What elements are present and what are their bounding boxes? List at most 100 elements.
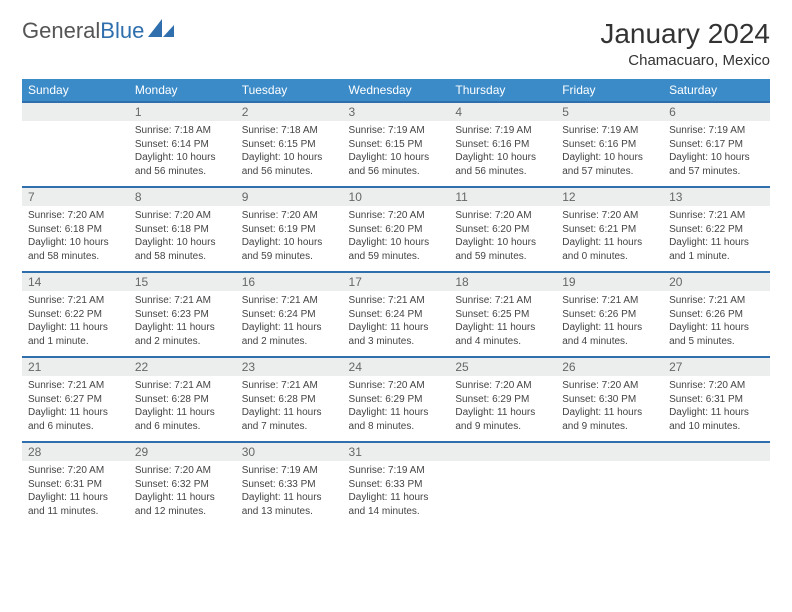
day-number: 12 (556, 187, 663, 206)
day-body-empty (556, 461, 663, 509)
day-number: 31 (343, 442, 450, 461)
sunset-text: Sunset: 6:28 PM (242, 393, 337, 407)
daylight-text-1: Daylight: 10 hours (242, 151, 337, 165)
day-number: 25 (449, 357, 556, 376)
daylight-text-1: Daylight: 11 hours (669, 406, 764, 420)
calendar-cell: 1Sunrise: 7:18 AMSunset: 6:14 PMDaylight… (129, 102, 236, 187)
day-body: Sunrise: 7:20 AMSunset: 6:29 PMDaylight:… (343, 376, 450, 441)
day-number: 2 (236, 102, 343, 121)
daylight-text-2: and 9 minutes. (455, 420, 550, 434)
daylight-text-1: Daylight: 10 hours (562, 151, 657, 165)
calendar-cell: 8Sunrise: 7:20 AMSunset: 6:18 PMDaylight… (129, 187, 236, 272)
brand-text: GeneralBlue (22, 18, 144, 44)
calendar-cell: 7 Sunrise: 7:20 AMSunset: 6:18 PMDaylight… (22, 187, 129, 272)
daylight-text-1: Daylight: 10 hours (135, 236, 230, 250)
sunrise-text: Sunrise: 7:21 AM (28, 294, 123, 308)
daylight-text-1: Daylight: 11 hours (242, 321, 337, 335)
day-body: Sunrise: 7:21 AMSunset: 6:24 PMDaylight:… (343, 291, 450, 356)
daylight-text-2: and 1 minute. (28, 335, 123, 349)
sunrise-text: Sunrise: 7:20 AM (28, 209, 123, 223)
sunset-text: Sunset: 6:16 PM (455, 138, 550, 152)
sunset-text: Sunset: 6:16 PM (562, 138, 657, 152)
calendar-cell: 28Sunrise: 7:20 AMSunset: 6:31 PMDayligh… (22, 442, 129, 527)
sunrise-text: Sunrise: 7:21 AM (242, 294, 337, 308)
calendar-cell: 29Sunrise: 7:20 AMSunset: 6:32 PMDayligh… (129, 442, 236, 527)
day-body: Sunrise: 7:20 AMSunset: 6:31 PMDaylight:… (22, 461, 129, 526)
sunset-text: Sunset: 6:29 PM (455, 393, 550, 407)
sunrise-text: Sunrise: 7:20 AM (349, 379, 444, 393)
daylight-text-2: and 57 minutes. (562, 165, 657, 179)
day-number: 11 (449, 187, 556, 206)
day-body: Sunrise: 7:20 AMSunset: 6:29 PMDaylight:… (449, 376, 556, 441)
daylight-text-1: Daylight: 10 hours (28, 236, 123, 250)
calendar-cell: 9Sunrise: 7:20 AMSunset: 6:19 PMDaylight… (236, 187, 343, 272)
calendar-cell: 27Sunrise: 7:20 AMSunset: 6:31 PMDayligh… (663, 357, 770, 442)
day-body: Sunrise: 7:20 AMSunset: 6:20 PMDaylight:… (343, 206, 450, 271)
sunset-text: Sunset: 6:15 PM (349, 138, 444, 152)
sunset-text: Sunset: 6:31 PM (28, 478, 123, 492)
sunrise-text: Sunrise: 7:19 AM (349, 124, 444, 138)
calendar-cell: 24Sunrise: 7:20 AMSunset: 6:29 PMDayligh… (343, 357, 450, 442)
day-number: 22 (129, 357, 236, 376)
daylight-text-1: Daylight: 10 hours (349, 151, 444, 165)
day-number: 8 (129, 187, 236, 206)
day-number: 17 (343, 272, 450, 291)
sunset-text: Sunset: 6:32 PM (135, 478, 230, 492)
sunset-text: Sunset: 6:18 PM (135, 223, 230, 237)
weekday-header: Tuesday (236, 79, 343, 102)
sunrise-text: Sunrise: 7:18 AM (242, 124, 337, 138)
daylight-text-1: Daylight: 11 hours (349, 406, 444, 420)
daylight-text-2: and 6 minutes. (135, 420, 230, 434)
sunrise-text: Sunrise: 7:21 AM (669, 209, 764, 223)
calendar-row: 21Sunrise: 7:21 AMSunset: 6:27 PMDayligh… (22, 357, 770, 442)
title-block: January 2024 Chamacuaro, Mexico (600, 18, 770, 69)
day-number: 7 (22, 187, 129, 206)
daylight-text-1: Daylight: 11 hours (349, 491, 444, 505)
sunset-text: Sunset: 6:29 PM (349, 393, 444, 407)
day-body: Sunrise: 7:20 AMSunset: 6:20 PMDaylight:… (449, 206, 556, 271)
sunset-text: Sunset: 6:33 PM (242, 478, 337, 492)
day-number: 9 (236, 187, 343, 206)
sunrise-text: Sunrise: 7:21 AM (135, 294, 230, 308)
sunrise-text: Sunrise: 7:20 AM (135, 464, 230, 478)
day-number: 5 (556, 102, 663, 121)
daylight-text-2: and 4 minutes. (455, 335, 550, 349)
daylight-text-2: and 10 minutes. (669, 420, 764, 434)
calendar-cell: 18Sunrise: 7:21 AMSunset: 6:25 PMDayligh… (449, 272, 556, 357)
daylight-text-2: and 57 minutes. (669, 165, 764, 179)
calendar-cell: 30Sunrise: 7:19 AMSunset: 6:33 PMDayligh… (236, 442, 343, 527)
daylight-text-2: and 2 minutes. (135, 335, 230, 349)
sunset-text: Sunset: 6:33 PM (349, 478, 444, 492)
daylight-text-2: and 59 minutes. (349, 250, 444, 264)
sunrise-text: Sunrise: 7:21 AM (135, 379, 230, 393)
day-body: Sunrise: 7:18 AMSunset: 6:14 PMDaylight:… (129, 121, 236, 186)
sunset-text: Sunset: 6:14 PM (135, 138, 230, 152)
day-body: Sunrise: 7:21 AMSunset: 6:25 PMDaylight:… (449, 291, 556, 356)
sunset-text: Sunset: 6:22 PM (28, 308, 123, 322)
sunrise-text: Sunrise: 7:20 AM (562, 379, 657, 393)
daylight-text-2: and 2 minutes. (242, 335, 337, 349)
calendar-cell-empty (663, 442, 770, 527)
sunrise-text: Sunrise: 7:19 AM (349, 464, 444, 478)
daylight-text-2: and 56 minutes. (242, 165, 337, 179)
sunrise-text: Sunrise: 7:20 AM (28, 464, 123, 478)
daylight-text-1: Daylight: 11 hours (28, 491, 123, 505)
brand-part1: General (22, 18, 100, 43)
day-number: 28 (22, 442, 129, 461)
day-number: 18 (449, 272, 556, 291)
sunrise-text: Sunrise: 7:21 AM (242, 379, 337, 393)
calendar-cell: 31 Sunrise: 7:19 AMSunset: 6:33 PMDayligh… (343, 442, 450, 527)
sunset-text: Sunset: 6:18 PM (28, 223, 123, 237)
header: GeneralBlue January 2024 Chamacuaro, Mex… (22, 18, 770, 69)
weekday-header: Friday (556, 79, 663, 102)
location: Chamacuaro, Mexico (600, 52, 770, 69)
day-number: 26 (556, 357, 663, 376)
calendar-cell: 6Sunrise: 7:19 AMSunset: 6:17 PMDaylight… (663, 102, 770, 187)
calendar-cell: 17Sunrise: 7:21 AMSunset: 6:24 PMDayligh… (343, 272, 450, 357)
day-body: Sunrise: 7:19 AMSunset: 6:16 PMDaylight:… (449, 121, 556, 186)
sunrise-text: Sunrise: 7:20 AM (242, 209, 337, 223)
daylight-text-2: and 6 minutes. (28, 420, 123, 434)
day-body: Sunrise: 7:20 AMSunset: 6:21 PMDaylight:… (556, 206, 663, 271)
day-body: Sunrise: 7:21 AMSunset: 6:22 PMDaylight:… (22, 291, 129, 356)
day-number: 27 (663, 357, 770, 376)
